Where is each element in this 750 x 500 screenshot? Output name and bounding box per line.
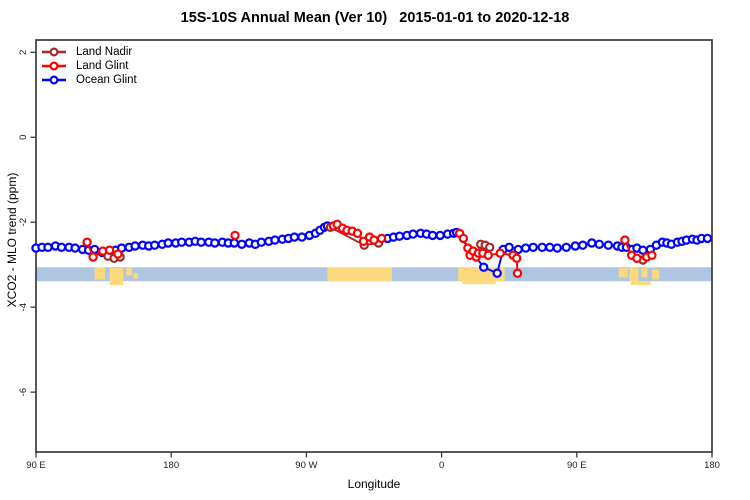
svg-text:0: 0: [18, 135, 29, 140]
svg-text:0: 0: [439, 460, 444, 471]
legend: Land Nadir Land Glint Ocean Glint: [41, 45, 137, 87]
svg-text:180: 180: [704, 460, 720, 471]
svg-text:90 E: 90 E: [567, 460, 587, 471]
chart-title: 15S-10S Annual Mean (Ver 10) 2015-01-01 …: [180, 10, 570, 26]
legend-label-land-nadir: Land Nadir: [76, 46, 133, 58]
legend-label-land-glint: Land Glint: [76, 60, 129, 72]
svg-text:90 W: 90 W: [295, 460, 317, 471]
svg-text:-4: -4: [18, 303, 29, 311]
y-axis-ticks: 2 0 -2 -4 -6: [18, 50, 36, 396]
svg-text:-2: -2: [18, 218, 29, 226]
land-glint-marker-icon: [42, 61, 66, 71]
legend-item-land-glint: Land Glint: [41, 59, 137, 73]
svg-text:180: 180: [163, 460, 179, 471]
svg-text:2: 2: [18, 50, 29, 55]
legend-label-ocean-glint: Ocean Glint: [76, 74, 137, 86]
land-nadir-marker-icon: [42, 47, 66, 57]
x-axis-title: Longitude: [347, 477, 401, 491]
svg-text:90 E: 90 E: [26, 460, 46, 471]
series-land-glint: [82, 219, 657, 278]
series-ocean-glint: [31, 221, 713, 278]
svg-text:-6: -6: [18, 388, 29, 396]
legend-item-land-nadir: Land Nadir: [41, 45, 137, 59]
x-axis-ticks: 90 E 180 90 W 0 90 E 180: [26, 452, 720, 471]
legend-item-ocean-glint: Ocean Glint: [41, 73, 137, 87]
ocean-glint-marker-icon: [42, 75, 66, 85]
